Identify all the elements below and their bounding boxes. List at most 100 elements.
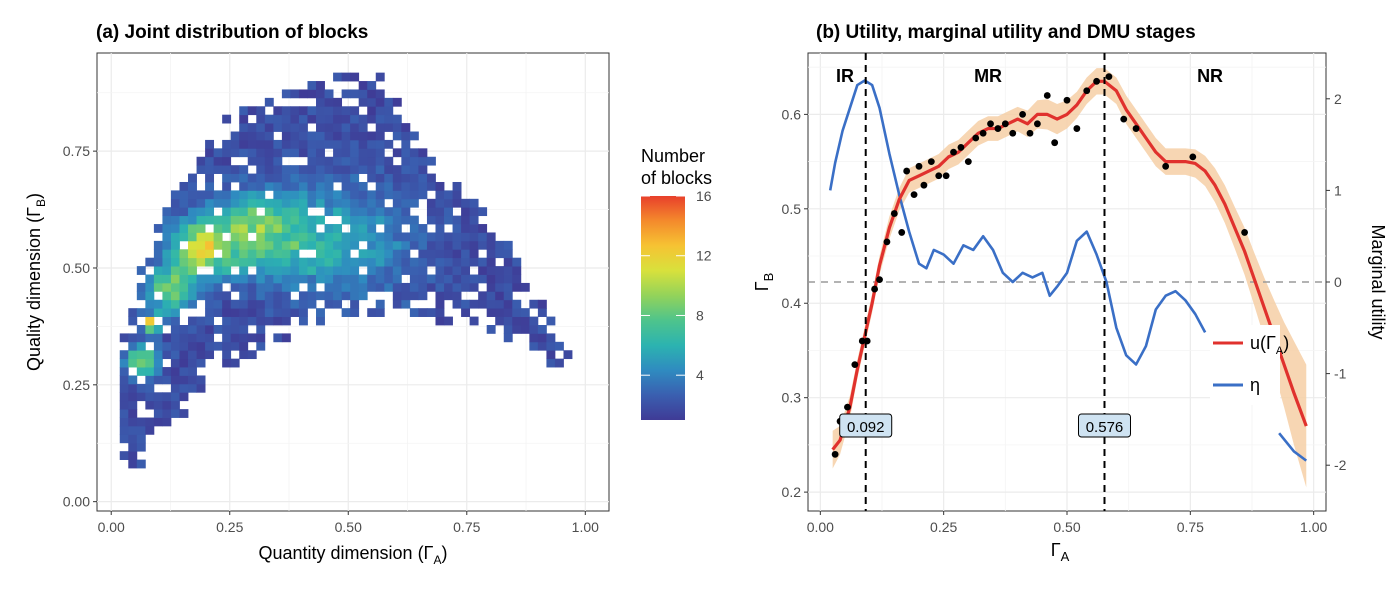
heatmap-cell bbox=[213, 190, 223, 200]
heatmap-cell bbox=[469, 207, 479, 217]
heatmap-cell bbox=[205, 324, 215, 334]
heatmap-cell bbox=[196, 375, 206, 385]
heatmap-cell bbox=[222, 173, 232, 183]
heatmap-cell bbox=[179, 350, 189, 360]
heatmap-cell bbox=[196, 358, 206, 368]
heatmap-cell bbox=[205, 139, 215, 149]
heatmap-cell bbox=[478, 266, 488, 275]
heatmap-cell bbox=[375, 165, 385, 174]
heatmap-cell bbox=[196, 341, 206, 351]
heatmap-cell bbox=[247, 350, 257, 360]
heatmap-cell bbox=[230, 240, 240, 250]
heatmap-cell bbox=[222, 274, 232, 284]
heatmap-cell bbox=[537, 333, 547, 343]
heatmap-cell bbox=[247, 274, 257, 284]
heatmap-cell bbox=[128, 400, 138, 410]
heatmap-cell bbox=[162, 367, 172, 376]
heatmap-cell bbox=[136, 324, 146, 334]
heatmap-cell bbox=[179, 207, 189, 217]
heatmap-cell bbox=[205, 316, 215, 326]
heatmap-cell bbox=[256, 240, 266, 250]
heatmap-cell bbox=[392, 165, 402, 174]
heatmap-cell bbox=[316, 114, 325, 124]
heatmap-cell bbox=[298, 308, 308, 317]
heatmap-cell bbox=[179, 324, 189, 334]
heatmap-cell bbox=[418, 249, 428, 259]
heatmap-cell bbox=[230, 324, 240, 334]
heatmap-cell bbox=[409, 215, 419, 225]
heatmap-cell bbox=[375, 72, 385, 82]
heatmap-cell bbox=[298, 181, 308, 191]
heatmap-cell bbox=[324, 299, 334, 309]
heatmap-cell bbox=[316, 123, 325, 132]
heatmap-cell bbox=[273, 148, 283, 158]
heatmap-cell bbox=[170, 190, 180, 200]
heatmap-cell bbox=[392, 282, 402, 292]
heatmap-cell bbox=[392, 148, 402, 158]
heatmap-cell bbox=[205, 308, 215, 317]
heatmap-cell bbox=[119, 409, 129, 418]
heatmap-cell bbox=[333, 291, 343, 301]
heatmap-cell bbox=[290, 266, 300, 275]
heatmap-cell bbox=[222, 165, 232, 174]
heatmap-cell bbox=[290, 89, 300, 99]
heatmap-cell bbox=[256, 333, 266, 343]
heatmap-cell bbox=[247, 181, 257, 191]
heatmap-cell bbox=[316, 97, 325, 107]
heatmap-cell bbox=[324, 131, 334, 141]
heatmap-cell bbox=[350, 139, 360, 149]
heatmap-cell bbox=[418, 257, 428, 267]
colorbar-title-line-1: Number bbox=[641, 146, 705, 166]
heatmap-cell bbox=[239, 181, 249, 191]
heatmap-cell bbox=[350, 232, 360, 242]
heatmap-cell bbox=[222, 207, 232, 217]
heatmap-cell bbox=[452, 282, 462, 292]
heatmap-cell bbox=[196, 249, 206, 259]
heatmap-cell bbox=[239, 324, 249, 334]
heatmap-cell bbox=[503, 266, 513, 275]
heatmap-cell bbox=[213, 341, 223, 351]
heatmap-cell bbox=[239, 299, 249, 309]
heatmap-cell bbox=[375, 207, 385, 217]
heatmap-cell bbox=[409, 308, 419, 317]
heatmap-cell bbox=[478, 257, 488, 267]
heatmap-cell bbox=[205, 274, 215, 284]
heatmap-cell bbox=[367, 97, 377, 107]
heatmap-cell bbox=[239, 232, 249, 242]
heatmap-cell bbox=[350, 156, 360, 166]
heatmap-cell bbox=[247, 249, 257, 259]
heatmap-cell bbox=[529, 299, 539, 309]
heatmap-cell bbox=[247, 173, 257, 183]
heatmap-cell bbox=[290, 232, 300, 242]
heatmap-cell bbox=[290, 181, 300, 191]
heatmap-cell bbox=[264, 308, 274, 317]
heatmap-cell bbox=[444, 266, 453, 275]
heatmap-cell bbox=[290, 198, 300, 208]
heatmap-cell bbox=[162, 417, 172, 427]
stage-threshold-label-box bbox=[839, 413, 893, 438]
heatmap-cell bbox=[213, 240, 223, 250]
heatmap-cell bbox=[358, 131, 368, 141]
heatmap-cell bbox=[503, 291, 513, 301]
heatmap-cell bbox=[222, 215, 232, 225]
panel-a-title: (a) Joint distribution of blocks bbox=[96, 22, 368, 43]
heatmap-cell bbox=[384, 249, 394, 259]
heatmap-cell bbox=[384, 123, 394, 132]
heatmap-cell bbox=[358, 207, 368, 217]
heatmap-cell bbox=[222, 341, 232, 351]
heatmap-cell bbox=[188, 181, 197, 191]
heatmap-cell bbox=[179, 232, 189, 242]
utility-confidence-band bbox=[832, 68, 1307, 488]
heatmap-cell bbox=[273, 173, 283, 183]
heatmap-cell bbox=[264, 198, 274, 208]
heatmap-cell bbox=[324, 232, 334, 242]
heatmap-cell bbox=[341, 139, 351, 149]
heatmap-cell bbox=[188, 240, 197, 250]
heatmap-cell bbox=[469, 274, 479, 284]
heatmap-cell bbox=[290, 274, 300, 284]
heatmap-cell bbox=[153, 341, 163, 351]
heatmap-cell bbox=[367, 148, 377, 158]
heatmap-cell bbox=[170, 198, 180, 208]
heatmap-cell bbox=[290, 123, 300, 132]
heatmap-cell bbox=[136, 434, 146, 444]
